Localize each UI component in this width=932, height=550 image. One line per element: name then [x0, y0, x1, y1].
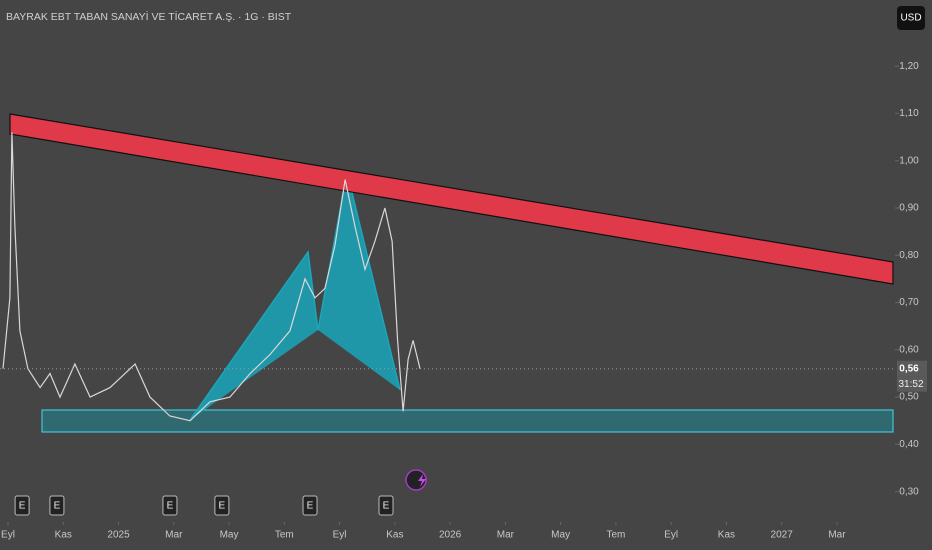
event-marker	[14, 495, 30, 516]
y-tick-label: 1,10	[899, 108, 919, 119]
y-tick-label: 0,30	[899, 486, 919, 497]
event-label: E	[219, 501, 226, 512]
x-tick-label: Eyl	[333, 530, 347, 541]
event-label: E	[19, 501, 26, 512]
harmonic-leg	[190, 252, 318, 420]
x-tick-label: 2026	[439, 530, 462, 541]
event-marker	[214, 495, 230, 516]
event-label: E	[167, 501, 174, 512]
chart-title: BAYRAK EBT TABAN SANAYİ VE TİCARET A.Ş. …	[6, 10, 292, 23]
x-tick-label: Kas	[386, 530, 403, 541]
x-tick-label: Tem	[606, 530, 625, 541]
countdown-box	[897, 376, 927, 392]
x-tick-label: Tem	[275, 530, 294, 541]
x-tick-label: Mar	[497, 530, 515, 541]
x-tick-label: 2027	[771, 530, 794, 541]
y-tick-label: 0,80	[899, 250, 919, 261]
x-tick-label: Kas	[718, 530, 735, 541]
y-tick-label: 0,90	[899, 203, 919, 214]
x-tick-label: Eyl	[664, 530, 678, 541]
currency-label[interactable]: USD	[900, 13, 921, 24]
x-tick-label: 2025	[107, 530, 130, 541]
event-label: E	[54, 501, 61, 512]
last-price-label: 0,56	[899, 363, 919, 374]
event-marker	[162, 495, 178, 516]
event-marker	[302, 495, 318, 516]
event-marker	[49, 495, 65, 516]
price-line	[2, 132, 421, 422]
event-label: E	[307, 501, 314, 512]
dividend-bolt	[418, 474, 426, 487]
x-tick-label: Eyl	[1, 530, 15, 541]
y-tick-label: 0,60	[899, 344, 919, 355]
y-tick-label: 0,50	[899, 392, 919, 403]
harmonic-outline	[189, 171, 401, 421]
event-label: E	[383, 501, 390, 512]
x-tick-label: Mar	[165, 530, 183, 541]
x-tick-label: Kas	[55, 530, 72, 541]
support-box	[41, 409, 894, 433]
y-tick-label: 1,20	[899, 61, 919, 72]
x-tick-label: May	[220, 530, 239, 541]
plot	[2, 132, 421, 422]
harmonic-leg	[318, 172, 400, 390]
event-marker	[378, 495, 394, 516]
y-tick-label: 1,00	[899, 155, 919, 166]
x-tick-label: May	[551, 530, 570, 541]
currency-button[interactable]	[897, 6, 925, 30]
resistance-band	[9, 113, 894, 285]
last-price-box	[897, 360, 927, 377]
y-tick-label: 0,40	[899, 439, 919, 450]
y-tick-label: 0,70	[899, 297, 919, 308]
x-tick-label: Mar	[828, 530, 846, 541]
countdown-label: 31:52	[898, 379, 923, 390]
